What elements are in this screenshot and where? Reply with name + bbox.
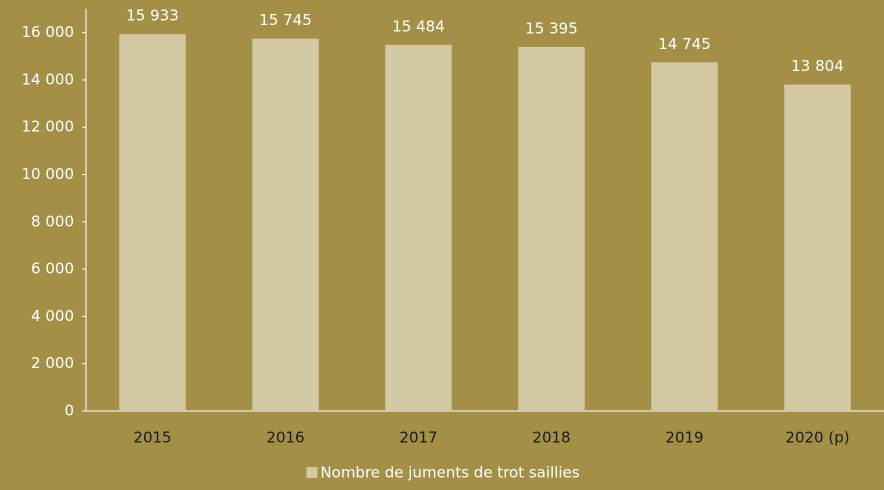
data-label: 15 933 [126,7,179,25]
data-label: 13 804 [791,57,844,75]
data-label: 15 484 [392,17,445,35]
y-tick-label: 16 000 [22,23,75,41]
bar [784,84,851,412]
y-tick-label: 14 000 [22,70,75,88]
y-tick-label: 4 000 [31,307,74,325]
y-tick-label: 10 000 [22,165,75,183]
y-tick-label: 0 [64,402,74,420]
y-tick-label: 6 000 [31,260,74,278]
bar [252,38,319,411]
y-tick-label: 8 000 [31,212,74,230]
bar [651,62,718,411]
data-label: 15 745 [259,11,312,29]
x-tick-label: 2015 [133,429,171,447]
bar [119,34,186,411]
legend-label: Nombre de juments de trot saillies [320,464,579,482]
bar [385,44,452,412]
x-tick-label: 2016 [266,429,304,447]
x-tick-label: 2018 [532,429,570,447]
legend-swatch [306,467,318,478]
x-tick-label: 2020 (p) [785,429,849,447]
data-label: 14 745 [658,35,711,53]
data-label: 15 395 [525,19,578,37]
y-tick-label: 2 000 [31,354,74,372]
x-tick-label: 2017 [399,429,437,447]
bar [518,46,585,412]
x-tick-label: 2019 [665,429,703,447]
y-tick-label: 12 000 [22,118,75,136]
